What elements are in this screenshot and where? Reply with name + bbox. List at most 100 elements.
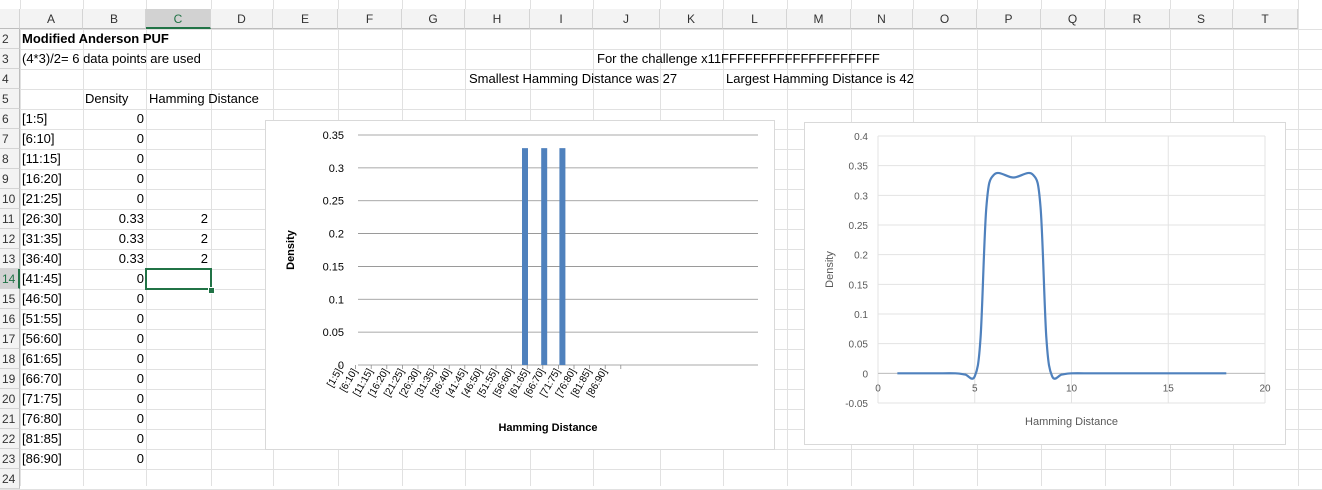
- density-cell[interactable]: 0: [136, 371, 144, 386]
- column-header-i[interactable]: I: [530, 9, 593, 29]
- density-cell[interactable]: 0: [136, 151, 144, 166]
- range-cell[interactable]: [36:40]: [22, 251, 62, 266]
- row-header-21[interactable]: 21: [0, 409, 20, 429]
- challenge-note-cell[interactable]: For the challenge x11FFFFFFFFFFFFFFFFFFF…: [597, 51, 880, 66]
- select-all-corner[interactable]: [0, 9, 20, 29]
- column-header-g[interactable]: G: [402, 9, 465, 29]
- y-tick-label: 0.1: [329, 294, 344, 306]
- range-cell[interactable]: [86:90]: [22, 451, 62, 466]
- row-header-15[interactable]: 15: [0, 289, 20, 309]
- column-header-j[interactable]: J: [593, 9, 660, 29]
- range-cell[interactable]: [46:50]: [22, 291, 62, 306]
- row-header-13[interactable]: 13: [0, 249, 20, 269]
- column-header-b[interactable]: B: [83, 9, 146, 29]
- column-header-o[interactable]: O: [913, 9, 977, 29]
- density-cell[interactable]: 0: [136, 311, 144, 326]
- column-header-h[interactable]: H: [465, 9, 530, 29]
- y-tick-label: 0.2: [854, 251, 868, 262]
- row-header-24[interactable]: 24: [0, 469, 20, 489]
- range-cell[interactable]: [16:20]: [22, 171, 62, 186]
- column-header-s[interactable]: S: [1170, 9, 1233, 29]
- row-header-11[interactable]: 11: [0, 209, 20, 229]
- column-header-e[interactable]: E: [273, 9, 338, 29]
- column-header-a[interactable]: A: [20, 9, 83, 29]
- column-header-t[interactable]: T: [1233, 9, 1298, 29]
- density-cell[interactable]: 0: [136, 271, 144, 286]
- density-cell[interactable]: 0: [136, 351, 144, 366]
- range-cell[interactable]: [61:65]: [22, 351, 62, 366]
- fill-handle[interactable]: [208, 287, 215, 294]
- column-header-d[interactable]: D: [211, 9, 273, 29]
- range-cell[interactable]: [81:85]: [22, 431, 62, 446]
- range-cell[interactable]: [41:45]: [22, 271, 62, 286]
- row-header-20[interactable]: 20: [0, 389, 20, 409]
- row-header-17[interactable]: 17: [0, 329, 20, 349]
- column-header-l[interactable]: L: [723, 9, 787, 29]
- range-cell[interactable]: [56:60]: [22, 331, 62, 346]
- sheet-title-cell[interactable]: Modified Anderson PUF: [22, 31, 169, 46]
- density-cell[interactable]: 0: [136, 131, 144, 146]
- row-header-10[interactable]: 10: [0, 189, 20, 209]
- row-header-18[interactable]: 18: [0, 349, 20, 369]
- density-cell[interactable]: 0: [136, 331, 144, 346]
- formula-note-cell[interactable]: (4*3)/2= 6 data points are used: [22, 51, 201, 66]
- row-header-2[interactable]: 2: [0, 29, 20, 49]
- column-header-p[interactable]: P: [977, 9, 1041, 29]
- range-cell[interactable]: [1:5]: [22, 111, 48, 126]
- x-tick-label: 15: [1163, 383, 1175, 394]
- density-cell[interactable]: 0.33: [118, 231, 144, 246]
- density-line-chart[interactable]: -0.05 0 0.05 0.1 0.15 0.2 0.25 0.3 0.35 0.4 0 5 10 15…: [804, 122, 1286, 445]
- density-cell[interactable]: 0: [136, 171, 144, 186]
- range-cell[interactable]: [26:30]: [22, 211, 62, 226]
- column-header-k[interactable]: K: [660, 9, 723, 29]
- row-header-16[interactable]: 16: [0, 309, 20, 329]
- density-cell[interactable]: 0.33: [118, 211, 144, 226]
- row-header-6[interactable]: 6: [0, 109, 20, 129]
- density-cell[interactable]: 0: [136, 191, 144, 206]
- range-cell[interactable]: [71:75]: [22, 391, 62, 406]
- count-cell[interactable]: 2: [200, 251, 208, 266]
- column-header-c[interactable]: C: [146, 9, 211, 29]
- row-header-8[interactable]: 8: [0, 149, 20, 169]
- count-cell[interactable]: 2: [200, 231, 208, 246]
- density-header-cell[interactable]: Density: [85, 91, 129, 106]
- y-tick-label: 0.05: [849, 340, 869, 351]
- density-cell[interactable]: 0.33: [118, 251, 144, 266]
- density-cell[interactable]: 0: [136, 411, 144, 426]
- column-header-f[interactable]: F: [338, 9, 402, 29]
- column-header-q[interactable]: Q: [1041, 9, 1105, 29]
- row-header-23[interactable]: 23: [0, 449, 20, 469]
- row-header-4[interactable]: 4: [0, 69, 20, 89]
- bar: [559, 148, 566, 365]
- row-header-14[interactable]: 14: [0, 269, 20, 289]
- density-cell[interactable]: 0: [136, 111, 144, 126]
- column-gridline: [1298, 0, 1299, 486]
- range-cell[interactable]: [21:25]: [22, 191, 62, 206]
- active-cell-selection[interactable]: [145, 268, 212, 290]
- range-cell[interactable]: [76:80]: [22, 411, 62, 426]
- density-cell[interactable]: 0: [136, 431, 144, 446]
- range-cell[interactable]: [11:15]: [22, 151, 61, 166]
- row-header-9[interactable]: 9: [0, 169, 20, 189]
- range-cell[interactable]: [31:35]: [22, 231, 62, 246]
- largest-distance-cell[interactable]: Largest Hamming Distance is 42: [726, 71, 914, 86]
- density-cell[interactable]: 0: [136, 391, 144, 406]
- row-header-7[interactable]: 7: [0, 129, 20, 149]
- row-header-22[interactable]: 22: [0, 429, 20, 449]
- range-cell[interactable]: [51:55]: [22, 311, 62, 326]
- smallest-distance-cell[interactable]: Smallest Hamming Distance was 27: [469, 71, 678, 86]
- column-header-r[interactable]: R: [1105, 9, 1170, 29]
- row-header-12[interactable]: 12: [0, 229, 20, 249]
- count-cell[interactable]: 2: [200, 211, 208, 226]
- row-header-3[interactable]: 3: [0, 49, 20, 69]
- density-cell[interactable]: 0: [136, 291, 144, 306]
- row-header-5[interactable]: 5: [0, 89, 20, 109]
- column-header-m[interactable]: M: [787, 9, 851, 29]
- density-cell[interactable]: 0: [136, 451, 144, 466]
- histogram-chart[interactable]: 0 0.05 0.1 0.15 0.2 0.25 0.3 0.35 [1:5] [6:10] [11…: [265, 120, 775, 450]
- column-header-n[interactable]: N: [851, 9, 913, 29]
- hamming-header-cell[interactable]: Hamming Distance: [149, 91, 259, 106]
- range-cell[interactable]: [66:70]: [22, 371, 62, 386]
- range-cell[interactable]: [6:10]: [22, 131, 55, 146]
- row-header-19[interactable]: 19: [0, 369, 20, 389]
